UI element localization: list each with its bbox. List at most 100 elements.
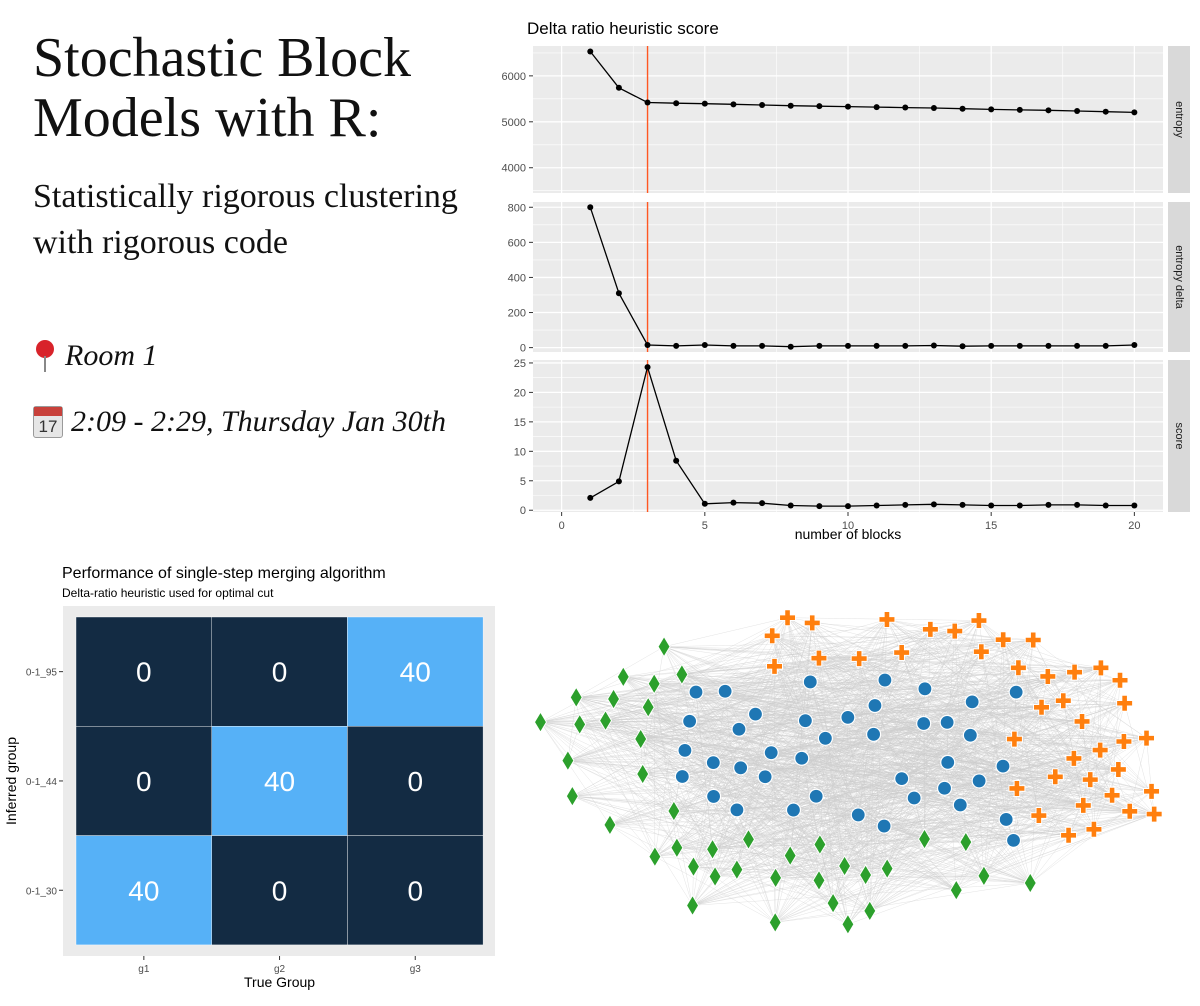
- network-node-blue-circle: [733, 760, 749, 776]
- heatmap-value: 0: [272, 657, 288, 688]
- network-node-blue-circle: [998, 811, 1014, 828]
- heatmap-tile: [347, 616, 484, 727]
- network-node-blue-circle: [894, 771, 910, 787]
- data-point: [587, 204, 594, 211]
- network-node-blue-circle: [717, 683, 733, 699]
- network-node-green-diamond: [565, 785, 579, 808]
- network-node-blue-circle: [906, 790, 922, 806]
- data-point: [988, 106, 995, 113]
- network-node-green-diamond: [636, 763, 650, 785]
- network-node-blue-circle: [1008, 684, 1024, 700]
- y-tick-label: 800: [508, 202, 526, 214]
- facet-score: 0 5 10 15 20 25 score: [514, 358, 1190, 517]
- y-tick-label: 5: [520, 476, 526, 488]
- slide-subtitle: Statistically rigorous clustering with r…: [33, 178, 458, 261]
- network-node-blue-circle: [936, 780, 953, 796]
- data-point: [787, 502, 794, 509]
- network-node-blue-circle: [731, 721, 747, 737]
- network-node-orange-cross: [766, 657, 783, 675]
- network-node-orange-cross: [1046, 768, 1064, 786]
- network-node-green-diamond: [705, 838, 720, 861]
- network-node-orange-cross: [972, 643, 990, 661]
- network-node-green-diamond: [708, 865, 722, 888]
- y-tick-label: 400: [508, 272, 526, 284]
- facet-strip-label: entropy: [1173, 101, 1185, 138]
- data-point: [959, 105, 966, 112]
- heatmap-value: 0: [407, 875, 423, 906]
- network-node-blue-circle: [867, 697, 883, 714]
- network-node-green-diamond: [634, 728, 648, 751]
- series-line: [589, 364, 1135, 507]
- data-point: [816, 103, 823, 110]
- network-node-orange-cross: [994, 631, 1012, 649]
- network-node-green-diamond: [949, 879, 963, 902]
- network-node-blue-circle: [952, 797, 968, 813]
- network-node-green-diamond: [573, 713, 587, 736]
- x-tick-label: 10: [842, 520, 854, 532]
- slide-title: Stochastic Block Models with R:: [33, 27, 411, 149]
- data-point: [873, 342, 880, 349]
- heatmap-value: 0: [136, 657, 152, 688]
- network-node-green-diamond: [603, 813, 617, 836]
- network-node-orange-cross: [1024, 631, 1042, 649]
- network-node-blue-circle: [940, 754, 956, 770]
- network-node-orange-cross: [1085, 820, 1103, 838]
- network-node-green-diamond: [769, 866, 783, 889]
- network-node-orange-cross: [1054, 692, 1072, 710]
- network-node-blue-circle: [865, 726, 882, 742]
- data-point: [1074, 342, 1081, 349]
- network-node-green-diamond: [977, 864, 991, 887]
- data-point: [988, 502, 995, 509]
- data-point: [988, 342, 995, 349]
- data-point: [701, 100, 708, 107]
- network-node-orange-cross: [970, 612, 988, 630]
- network-node-blue-circle: [995, 758, 1011, 774]
- network-node-blue-circle: [729, 802, 745, 818]
- data-point: [816, 503, 823, 510]
- facet-strip: [1168, 46, 1190, 193]
- data-point: [644, 341, 651, 348]
- x-tick-label: 0: [559, 520, 565, 532]
- data-point: [902, 104, 909, 111]
- data-point: [644, 99, 651, 106]
- data-point: [673, 342, 680, 349]
- y-tick-label: 0: [520, 343, 526, 355]
- data-point: [587, 48, 594, 55]
- network-node-green-diamond: [647, 672, 661, 695]
- x-axis-title: number of blocks: [795, 526, 902, 542]
- heatmap-value: 0: [272, 875, 288, 906]
- y-axis-title: Inferred group: [3, 737, 19, 825]
- data-point: [930, 501, 937, 508]
- heatmap-tile: [75, 835, 212, 946]
- network-node-orange-cross: [1091, 741, 1109, 759]
- data-point: [959, 501, 966, 508]
- network-node-green-diamond: [648, 845, 662, 868]
- x-category-label: g2: [274, 964, 286, 975]
- y-tick-label: 6000: [502, 71, 526, 83]
- data-point: [959, 343, 966, 350]
- network-node-blue-circle: [797, 713, 813, 729]
- heatmap-value: 40: [264, 766, 295, 797]
- series-line: [589, 207, 1135, 348]
- network-node-orange-cross: [1109, 760, 1127, 778]
- data-point: [587, 494, 594, 501]
- y-tick-label: 15: [514, 417, 526, 429]
- heatmap-value: 0: [407, 766, 423, 797]
- pushpin-icon: [33, 338, 59, 374]
- data-point: [644, 364, 651, 371]
- network-node-blue-circle: [785, 802, 802, 818]
- line-chart-title: Delta ratio heuristic score: [527, 19, 719, 38]
- network-node-green-diamond: [569, 686, 583, 709]
- data-point: [1131, 341, 1138, 348]
- data-point: [816, 342, 823, 349]
- y-category-label: 0-1_44: [26, 777, 58, 788]
- data-point: [615, 478, 622, 485]
- data-point: [673, 100, 680, 107]
- data-point: [787, 343, 794, 350]
- series-line: [589, 51, 1135, 114]
- network-node-green-diamond: [561, 749, 575, 772]
- heatmap-subtitle: Delta-ratio heuristic used for optimal c…: [62, 586, 274, 600]
- network-node-green-diamond: [598, 709, 613, 732]
- network-node-blue-circle: [747, 706, 764, 722]
